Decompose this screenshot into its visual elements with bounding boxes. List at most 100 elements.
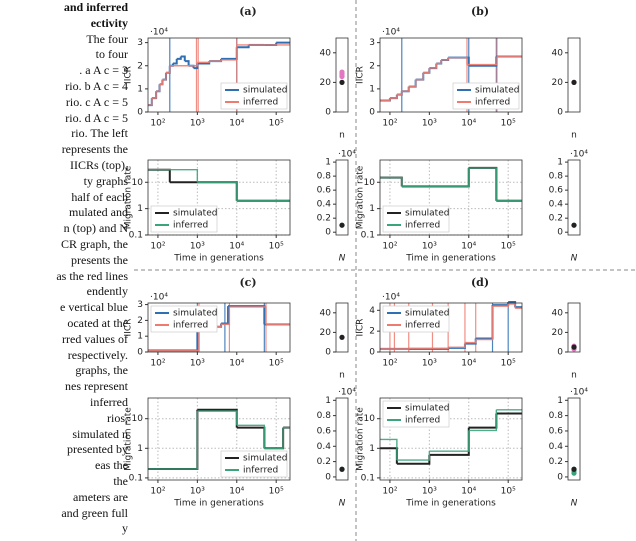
step-segment [389, 94, 398, 99]
offset-label: ·10⁴ [150, 28, 168, 38]
legend-label: simulated [475, 86, 519, 96]
y-tick-label: 40 [552, 48, 564, 58]
step-segment [380, 438, 398, 461]
step-segment [396, 91, 403, 96]
x-tick-label: 10⁴ [229, 359, 244, 369]
caption-line: to four [95, 47, 128, 62]
step-segment [475, 306, 494, 341]
step-segment [169, 181, 238, 201]
x-tick-label: 10⁴ [229, 487, 244, 497]
point [571, 79, 577, 85]
step-segment [408, 347, 449, 350]
legend-label: simulated [243, 86, 287, 96]
x-tick-label: 10² [150, 487, 165, 497]
x-tick-label: 10³ [190, 359, 205, 369]
step-segment [441, 57, 449, 61]
step-segment [236, 424, 266, 449]
x-tick-label: 10² [382, 242, 397, 252]
x-tick-label: 10³ [422, 359, 437, 369]
plot-frame [379, 397, 523, 481]
legend-label: inferred [405, 416, 440, 426]
panel-title: (b) [471, 5, 489, 18]
step-segment [475, 305, 494, 340]
step-segment [197, 410, 238, 426]
step-segment [197, 408, 238, 428]
caption-line: mulated and [69, 205, 128, 220]
y-tick-label: 0.4 [549, 200, 564, 210]
y-tick-label: 10 [132, 178, 144, 188]
x-tick-label: 10⁴ [461, 487, 476, 497]
x-tick-label: 10³ [190, 119, 205, 129]
step-segment [468, 166, 498, 201]
caption-line: respectively. [67, 347, 128, 362]
y-tick-label: 0.1 [129, 473, 143, 483]
y-tick-label: 0 [137, 348, 143, 358]
y-tick-label: 0.4 [317, 442, 332, 452]
plot-frame [335, 159, 349, 236]
step-segment [264, 427, 284, 450]
y-tick-label: 0.2 [317, 214, 331, 224]
caption-line: ocated at the [67, 315, 128, 330]
y-tick-label: 0.2 [549, 214, 563, 224]
legend-label: simulated [405, 309, 449, 319]
step-segment [159, 79, 164, 85]
caption-line: simulated n [72, 426, 128, 441]
x-axis-label: n [571, 131, 577, 141]
x-tick-label: 10² [150, 242, 165, 252]
step-segment [236, 426, 266, 449]
step-segment [468, 167, 498, 201]
legend-label: inferred [173, 321, 208, 331]
caption-line: . a A c = 3 [79, 63, 128, 78]
caption-line: ameters are [73, 489, 128, 504]
y-tick-label: 0 [557, 472, 563, 482]
step-segment [466, 56, 498, 66]
y-tick-label: 40 [320, 48, 332, 58]
step-segment [264, 427, 285, 450]
x-tick-label: 10⁴ [461, 242, 476, 252]
x-tick-label: 10³ [190, 487, 205, 497]
caption-line: represents the [61, 142, 128, 157]
plot-frame [147, 159, 291, 236]
y-tick-label: 1 [325, 158, 331, 168]
x-axis-label: n [339, 371, 345, 381]
caption: and inferred ectivity The four to four. a A… [0, 0, 128, 537]
y-tick-label: 0.2 [317, 457, 331, 467]
plot-frame [567, 302, 581, 353]
y-tick-label: 20 [552, 328, 564, 338]
step-segment [148, 169, 199, 183]
legend-label: simulated [243, 454, 287, 464]
y-tick-label: 0 [137, 108, 143, 118]
y-tick-label: 10 [364, 178, 376, 188]
y-axis-label: IICR [356, 66, 366, 84]
step-segment [151, 91, 157, 99]
step-segment [380, 348, 410, 350]
plot-frame [379, 302, 523, 353]
step-segment [408, 79, 417, 88]
x-axis-label: N [571, 499, 578, 509]
panel-title: (a) [239, 5, 257, 18]
offset-label: ·10⁴ [150, 293, 168, 303]
y-tick-label: 20 [552, 78, 564, 88]
y-tick-label: 0.1 [129, 231, 143, 241]
y-tick-label: 0.8 [549, 172, 564, 182]
legend-box [150, 205, 218, 233]
y-tick-label: 1 [325, 396, 331, 406]
x-tick-label: 10² [382, 119, 397, 129]
step-segment [172, 58, 178, 65]
caption-line: rio. b A c = 4 [65, 78, 128, 93]
legend-label: inferred [243, 98, 278, 108]
x-axis-label: n [339, 131, 345, 141]
x-tick-label: 10⁴ [229, 119, 244, 129]
plot-frame [335, 302, 349, 353]
x-axis-label: Time in generations [173, 499, 264, 509]
legend-label: inferred [475, 98, 510, 108]
y-tick-label: 0.8 [317, 411, 332, 421]
y-tick-label: 10 [364, 414, 376, 424]
y-tick-label: 3 [369, 38, 375, 48]
x-axis-label: Time in generations [173, 254, 264, 264]
legend-box [220, 450, 288, 478]
step-segment [415, 72, 424, 81]
legend-box [150, 305, 218, 333]
y-tick-label: 0.6 [317, 426, 332, 436]
y-tick-label: 0 [325, 108, 331, 118]
